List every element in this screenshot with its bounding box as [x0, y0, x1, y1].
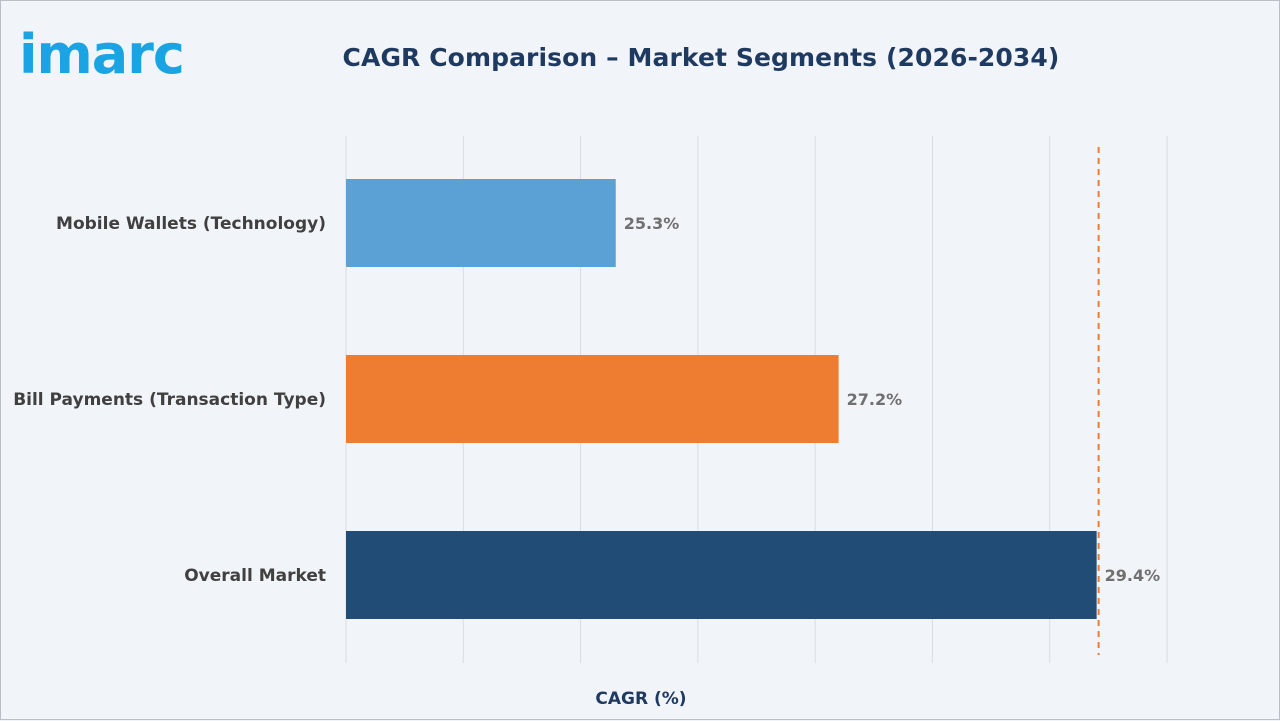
category-label: Overall Market	[184, 566, 326, 586]
imarc-logo: imarc	[19, 23, 185, 85]
bar	[346, 355, 839, 443]
bar	[346, 531, 1097, 619]
bar	[346, 179, 616, 267]
category-label: Bill Payments (Transaction Type)	[13, 390, 326, 410]
x-axis-title: CAGR (%)	[595, 689, 687, 709]
chart-title: CAGR Comparison – Market Segments (2026-…	[342, 43, 1060, 72]
data-label: 29.4%	[1105, 566, 1161, 585]
data-label: 25.3%	[624, 214, 680, 233]
category-label: Mobile Wallets (Technology)	[56, 214, 326, 234]
svg-text:imarc: imarc	[19, 23, 184, 85]
data-label: 27.2%	[847, 390, 903, 409]
